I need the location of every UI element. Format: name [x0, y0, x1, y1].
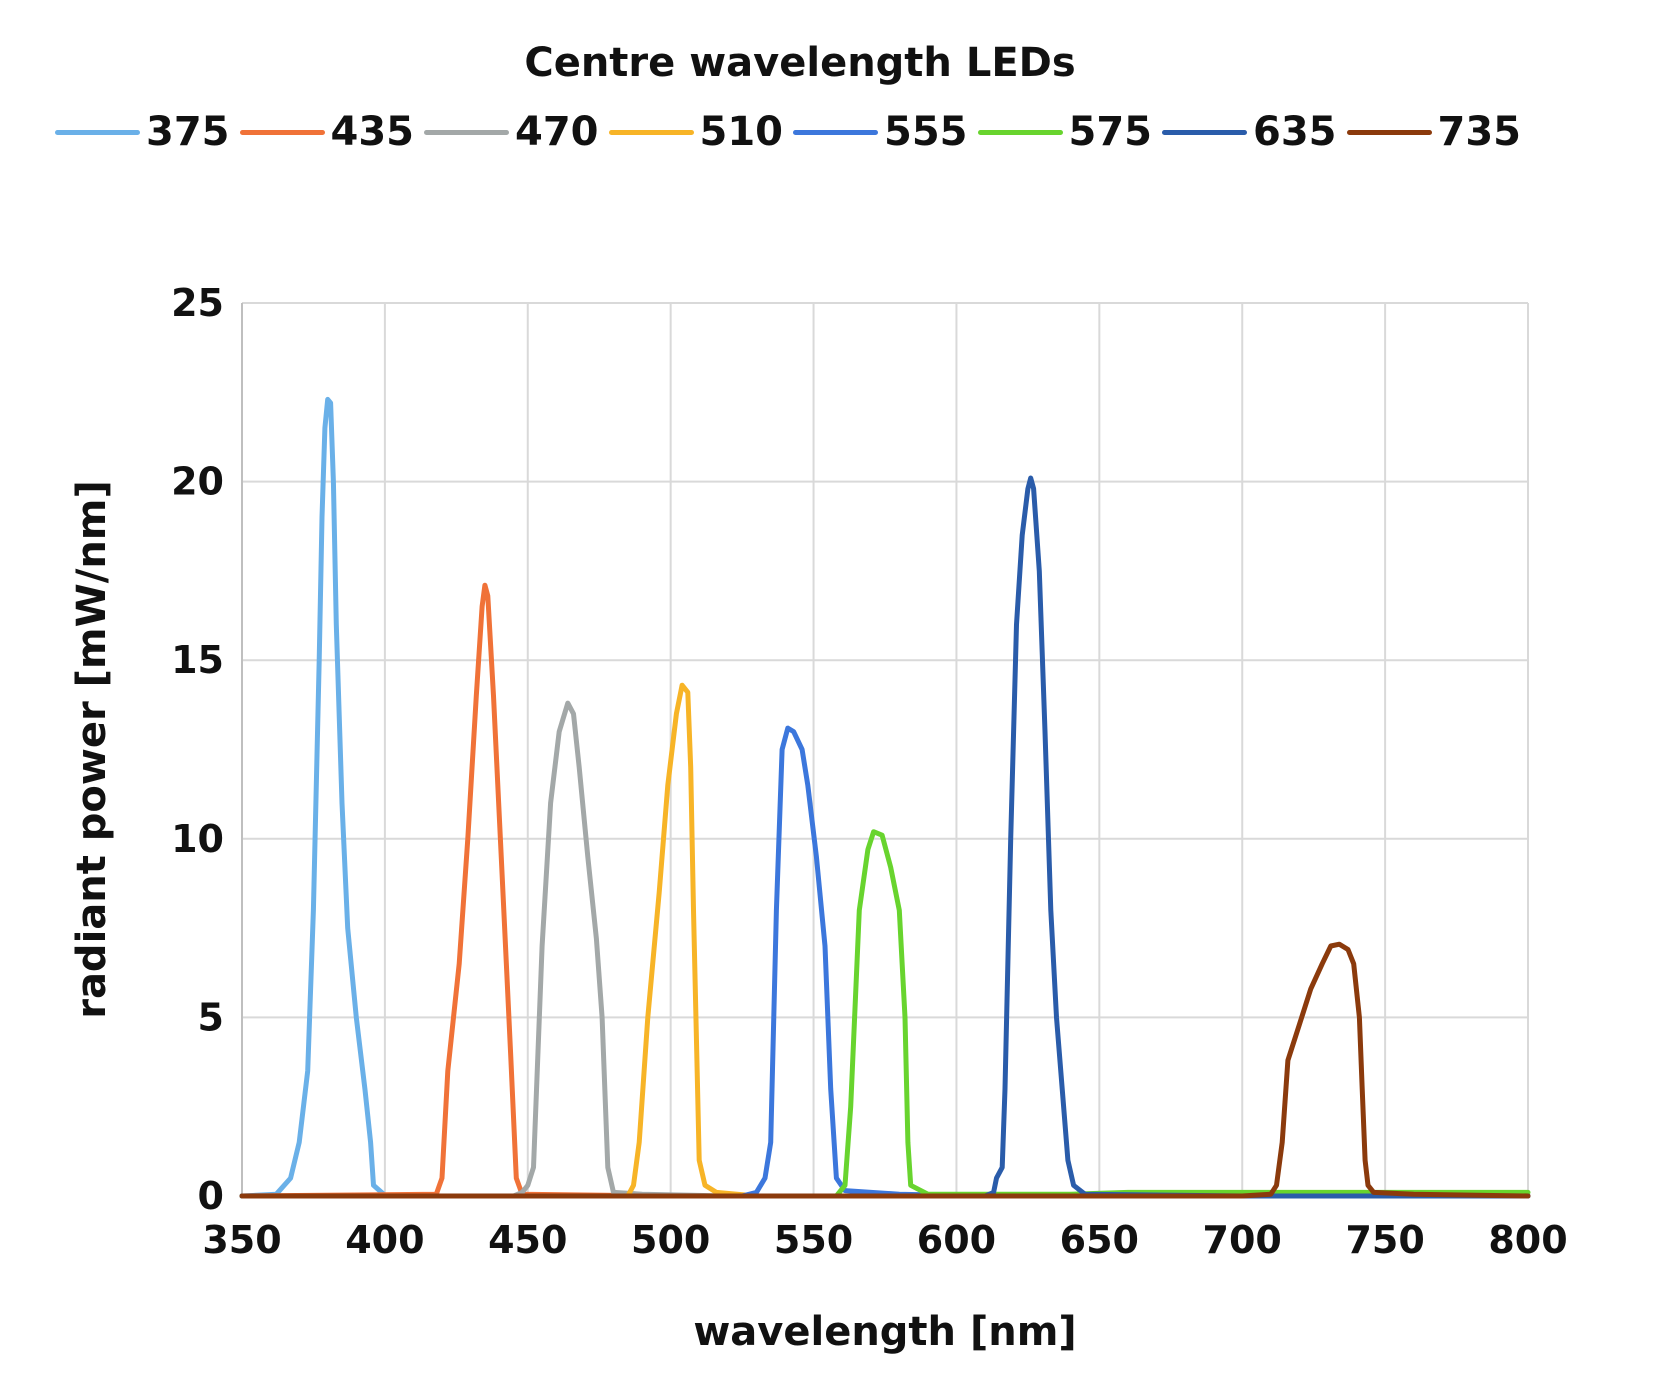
series-line-435	[239, 582, 1531, 1199]
series-line-375	[239, 396, 1531, 1199]
legend-swatch	[977, 129, 1063, 135]
legend-swatch	[239, 129, 325, 135]
legend-item-470: 470	[424, 109, 599, 155]
legend-swatch	[424, 129, 509, 135]
series-line-510	[239, 682, 1531, 1199]
x-tick-label: 700	[1203, 1218, 1282, 1262]
chart-title: Centre wavelength LEDs	[524, 40, 1076, 86]
legend-label: 635	[1253, 109, 1337, 155]
x-tick-label: 600	[917, 1218, 996, 1262]
legend-item-375: 375	[55, 109, 230, 155]
y-axis-title: radiant power [mW/nm]	[69, 480, 115, 1019]
legend-item-575: 575	[977, 109, 1153, 155]
legend-item-555: 555	[793, 109, 968, 155]
x-tick-label: 650	[1060, 1218, 1139, 1262]
legend-swatch	[55, 129, 140, 135]
series-line-470	[239, 700, 1531, 1199]
legend-label: 575	[1068, 109, 1153, 155]
legend-swatch	[608, 129, 694, 135]
y-tick-label: 25	[171, 281, 224, 325]
series-line-635	[239, 475, 1531, 1199]
x-tick-label: 800	[1488, 1218, 1567, 1262]
series-line-555	[239, 725, 1531, 1199]
y-tick-label: 20	[171, 460, 224, 504]
x-tick-label: 350	[202, 1218, 281, 1262]
x-tick-label: 550	[774, 1218, 853, 1262]
legend-swatch	[1162, 129, 1247, 135]
legend-label: 435	[330, 109, 415, 155]
legend-item-510: 510	[608, 109, 784, 155]
legend-item-635: 635	[1162, 109, 1337, 155]
legend-label: 555	[884, 109, 968, 155]
legend-item-735: 735	[1346, 109, 1522, 155]
series-line-735	[239, 941, 1531, 1199]
y-tick-label: 15	[171, 638, 224, 682]
x-axis-title: wavelength [nm]	[693, 1309, 1076, 1355]
y-tick-label: 0	[198, 1174, 224, 1218]
legend-label: 735	[1437, 109, 1522, 155]
x-tick-label: 400	[345, 1218, 424, 1262]
legend-label: 375	[146, 109, 230, 155]
y-tick-label: 10	[171, 817, 224, 861]
x-tick-label: 750	[1345, 1218, 1424, 1262]
legend-label: 470	[515, 109, 599, 155]
y-tick-label: 5	[198, 995, 224, 1039]
legend-swatch	[1346, 129, 1432, 135]
legend-label: 510	[699, 109, 784, 155]
series-line-575	[239, 829, 1531, 1199]
legend-swatch	[793, 129, 878, 135]
legend-item-435: 435	[239, 109, 415, 155]
x-tick-label: 500	[631, 1218, 710, 1262]
x-tick-label: 450	[488, 1218, 567, 1262]
legend: 375 435 470 510 555 575 635 735	[55, 108, 1531, 156]
